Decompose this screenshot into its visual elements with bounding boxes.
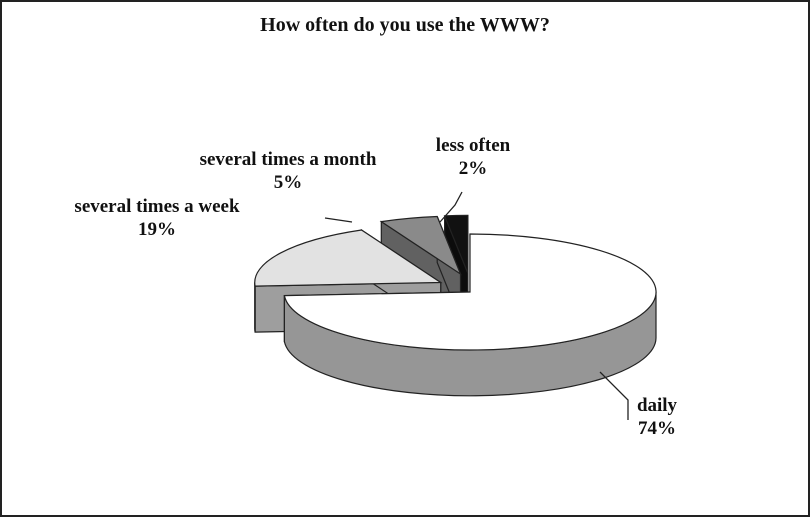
value-label: 74% xyxy=(638,418,676,439)
leader-line xyxy=(324,217,353,223)
category-label: several times a month xyxy=(199,149,377,170)
value-label: 19% xyxy=(138,219,176,240)
data-label: several times a week 19% xyxy=(62,195,252,241)
category-label: daily xyxy=(636,395,678,416)
data-label: daily 74% xyxy=(612,394,702,440)
data-label: several times a month 5% xyxy=(198,148,378,194)
pie-slice xyxy=(379,215,462,276)
category-label: less often xyxy=(435,135,511,156)
pie-slice xyxy=(283,233,657,351)
leader-line xyxy=(439,191,463,223)
data-label: less often 2% xyxy=(398,134,548,180)
chart-title: How often do you use the WWW? xyxy=(260,14,550,36)
value-label: 2% xyxy=(458,158,488,179)
value-label: 5% xyxy=(273,172,303,193)
leader-line xyxy=(599,371,629,420)
category-label: several times a week xyxy=(74,196,240,217)
pie-slice xyxy=(254,229,443,287)
